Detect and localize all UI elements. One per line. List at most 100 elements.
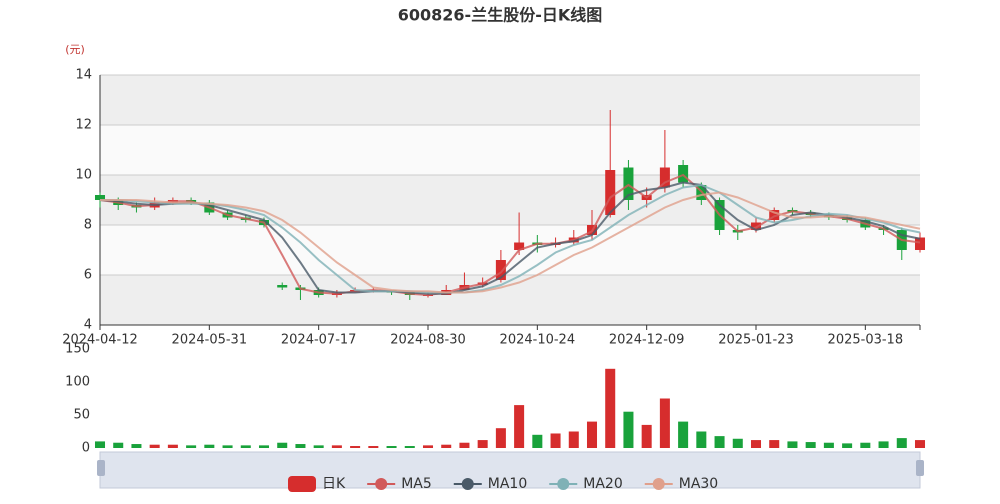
candle-body xyxy=(678,165,689,183)
volume-bar xyxy=(422,445,434,448)
volume-bar xyxy=(823,442,834,448)
volume-bar xyxy=(94,441,106,448)
ma-line xyxy=(99,173,921,297)
volume-bar xyxy=(878,441,889,448)
volume-bar xyxy=(350,446,361,448)
volume-tick-label: 0 xyxy=(82,441,90,456)
volume-bar xyxy=(277,442,288,448)
volume-bar xyxy=(240,445,251,448)
unit-label: (元) xyxy=(65,43,85,56)
x-tick-label: 2025-03-18 xyxy=(828,333,904,348)
volume-bar xyxy=(678,421,689,448)
legend-icon xyxy=(652,478,665,490)
legend-label: 日K xyxy=(322,476,346,492)
legend-icon xyxy=(557,478,570,490)
volume-bar xyxy=(222,445,233,448)
y-tick-label: 8 xyxy=(84,218,92,233)
legend-icon xyxy=(461,478,474,490)
legend-icon xyxy=(288,476,316,492)
volume-tick-label: 150 xyxy=(65,342,90,357)
legend-label: MA20 xyxy=(583,476,622,492)
volume-bar xyxy=(842,443,853,448)
volume-bar xyxy=(459,442,470,448)
volume-bar xyxy=(167,444,178,448)
x-tick-label: 2024-05-31 xyxy=(172,333,248,348)
volume-bar xyxy=(605,368,616,448)
volume-bar xyxy=(368,446,379,448)
volume-bar xyxy=(769,440,780,448)
zoom-slider[interactable] xyxy=(99,451,921,489)
legend-item[interactable]: MA5 xyxy=(367,476,432,492)
volume-bar xyxy=(514,405,525,448)
volume-bar xyxy=(787,441,798,448)
legend-item[interactable]: MA10 xyxy=(453,476,527,492)
volume-bar xyxy=(204,444,215,448)
volume-bar xyxy=(914,440,926,448)
volume-bar xyxy=(550,433,561,448)
volume-bar xyxy=(732,438,743,448)
volume-bar xyxy=(714,436,725,448)
legend-label: MA5 xyxy=(401,476,432,492)
volume-bar xyxy=(696,431,707,448)
zoom-handle-left[interactable] xyxy=(97,460,105,476)
legend-item[interactable]: MA20 xyxy=(549,476,623,492)
volume-bar xyxy=(386,446,397,448)
y-tick-label: 12 xyxy=(75,118,92,133)
zoom-handle-right[interactable] xyxy=(916,460,924,476)
candle-body xyxy=(623,167,634,200)
x-tick-label: 2024-04-12 xyxy=(62,333,138,348)
volume-bar xyxy=(659,398,670,448)
legend-icon xyxy=(375,478,388,490)
volume-bar xyxy=(805,442,816,448)
ma-line xyxy=(100,191,921,294)
volume-tick-label: 100 xyxy=(65,375,90,390)
y-tick-label: 14 xyxy=(75,68,92,83)
volume-bar xyxy=(477,440,488,448)
x-tick-label: 2024-12-09 xyxy=(609,333,685,348)
ma-line xyxy=(100,183,921,294)
chart-title: 600826-兰生股份-日K线图 xyxy=(398,6,602,25)
volume-bar xyxy=(586,421,598,448)
grid-band xyxy=(100,275,920,325)
volume-bar xyxy=(186,445,197,448)
volume-bar xyxy=(896,438,907,448)
candle-body xyxy=(514,242,525,250)
volume-bar xyxy=(441,444,452,448)
grid-band xyxy=(100,125,920,175)
volume-bar xyxy=(750,440,762,448)
volume-bar xyxy=(404,446,415,448)
volume-bar xyxy=(495,428,506,448)
x-tick-label: 2024-07-17 xyxy=(281,333,357,348)
volume-bar xyxy=(258,445,270,448)
candle-body xyxy=(94,195,106,200)
volume-bar xyxy=(313,445,324,448)
legend-label: MA10 xyxy=(488,476,527,492)
ma-line xyxy=(99,181,921,295)
volume-bar xyxy=(641,424,652,448)
candle-body xyxy=(659,167,670,188)
volume-bar xyxy=(860,442,871,448)
volume-bar xyxy=(623,411,634,448)
legend-item[interactable]: MA30 xyxy=(644,476,718,492)
x-tick-label: 2024-10-24 xyxy=(500,333,576,348)
x-tick-label: 2024-08-30 xyxy=(390,333,466,348)
volume-bar xyxy=(331,445,342,448)
candle-body xyxy=(277,285,288,288)
legend-item[interactable]: 日K xyxy=(288,476,346,492)
volume-bar xyxy=(113,442,124,448)
volume-tick-label: 50 xyxy=(73,408,90,423)
volume-bar xyxy=(131,444,142,448)
x-tick-label: 2025-01-23 xyxy=(718,333,794,348)
candle-body xyxy=(750,222,762,230)
y-tick-label: 10 xyxy=(75,168,92,183)
candle-body xyxy=(495,260,506,280)
y-tick-label: 4 xyxy=(84,318,92,333)
y-tick-label: 6 xyxy=(84,268,92,283)
volume-bar xyxy=(568,431,579,448)
candle-body xyxy=(605,170,616,215)
volume-bar xyxy=(295,444,306,448)
volume-bar xyxy=(532,434,543,448)
candle-body xyxy=(769,210,780,220)
candle-body xyxy=(914,237,926,250)
